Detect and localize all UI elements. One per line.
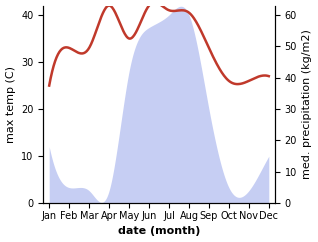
Y-axis label: max temp (C): max temp (C) bbox=[5, 66, 16, 143]
X-axis label: date (month): date (month) bbox=[118, 227, 200, 236]
Y-axis label: med. precipitation (kg/m2): med. precipitation (kg/m2) bbox=[302, 30, 313, 179]
